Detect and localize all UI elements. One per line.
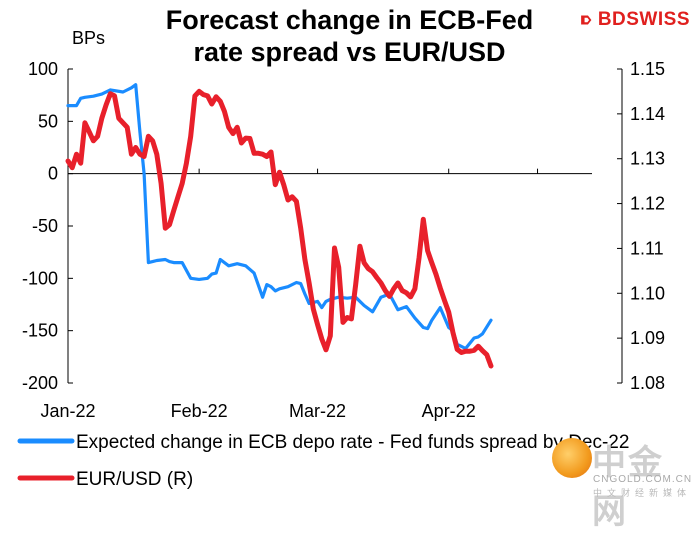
watermark-url: CNGOLD.COM.CN [593, 474, 693, 485]
left-y-tick-label: 100 [28, 59, 58, 79]
left-y-tick-label: 50 [38, 111, 58, 131]
brand-mark-icon [581, 15, 592, 25]
right-y-tick-label: 1.15 [630, 59, 665, 79]
x-tick-label: Feb-22 [171, 401, 228, 421]
left-y-tick-label: -200 [22, 373, 58, 393]
x-tick-label: Jan-22 [40, 401, 95, 421]
axes-layer: BPs 100 50 0 -50 -100 -150 -200 1.15 1.14 1.13 1.12… [22, 28, 665, 421]
left-y-tick-label: -50 [32, 216, 58, 236]
watermark-logo-icon [552, 438, 592, 478]
right-y-tick-label: 1.14 [630, 104, 665, 124]
right-y-tick-label: 1.10 [630, 283, 665, 303]
right-y-tick-label: 1.11 [630, 238, 664, 258]
legend-label: EUR/USD (R) [76, 469, 193, 490]
left-y-tick-label: 0 [48, 164, 58, 184]
chart-title-line-1: Forecast change in ECB-Fed [165, 5, 534, 35]
ecb-fed-spread-series-line [66, 83, 493, 351]
eurusd-series-line [65, 88, 494, 369]
right-y-tick-label: 1.13 [630, 149, 665, 169]
y-axis-label: BPs [72, 28, 105, 48]
chart-canvas: BPs 100 50 0 -50 -100 -150 -200 1.15 1.14 1.13 1.12… [17, 28, 665, 490]
legend: Expected change in ECB depo rate - Fed f… [17, 432, 629, 490]
left-y-tick-label: -150 [22, 321, 58, 341]
series-layer [65, 83, 494, 369]
x-tick-label: Apr-22 [422, 401, 476, 421]
right-y-tick-label: 1.08 [630, 373, 665, 393]
x-tick-label: Mar-22 [289, 401, 346, 421]
right-y-tick-label: 1.09 [630, 328, 665, 348]
chart-title-line-2: rate spread vs EUR/USD [193, 37, 506, 67]
brand-name: BDSWISS [597, 9, 690, 30]
left-y-tick-label: -100 [22, 268, 58, 288]
watermark: 中金网 CNGOLD.COM.CN 中文财经新媒体 [552, 430, 699, 531]
right-y-tick-label: 1.12 [630, 194, 665, 214]
watermark-tagline: 中文财经新媒体 [593, 488, 692, 498]
brand-logo: BDSWISS [580, 6, 690, 34]
legend-label: Expected change in ECB depo rate - Fed f… [76, 432, 629, 453]
